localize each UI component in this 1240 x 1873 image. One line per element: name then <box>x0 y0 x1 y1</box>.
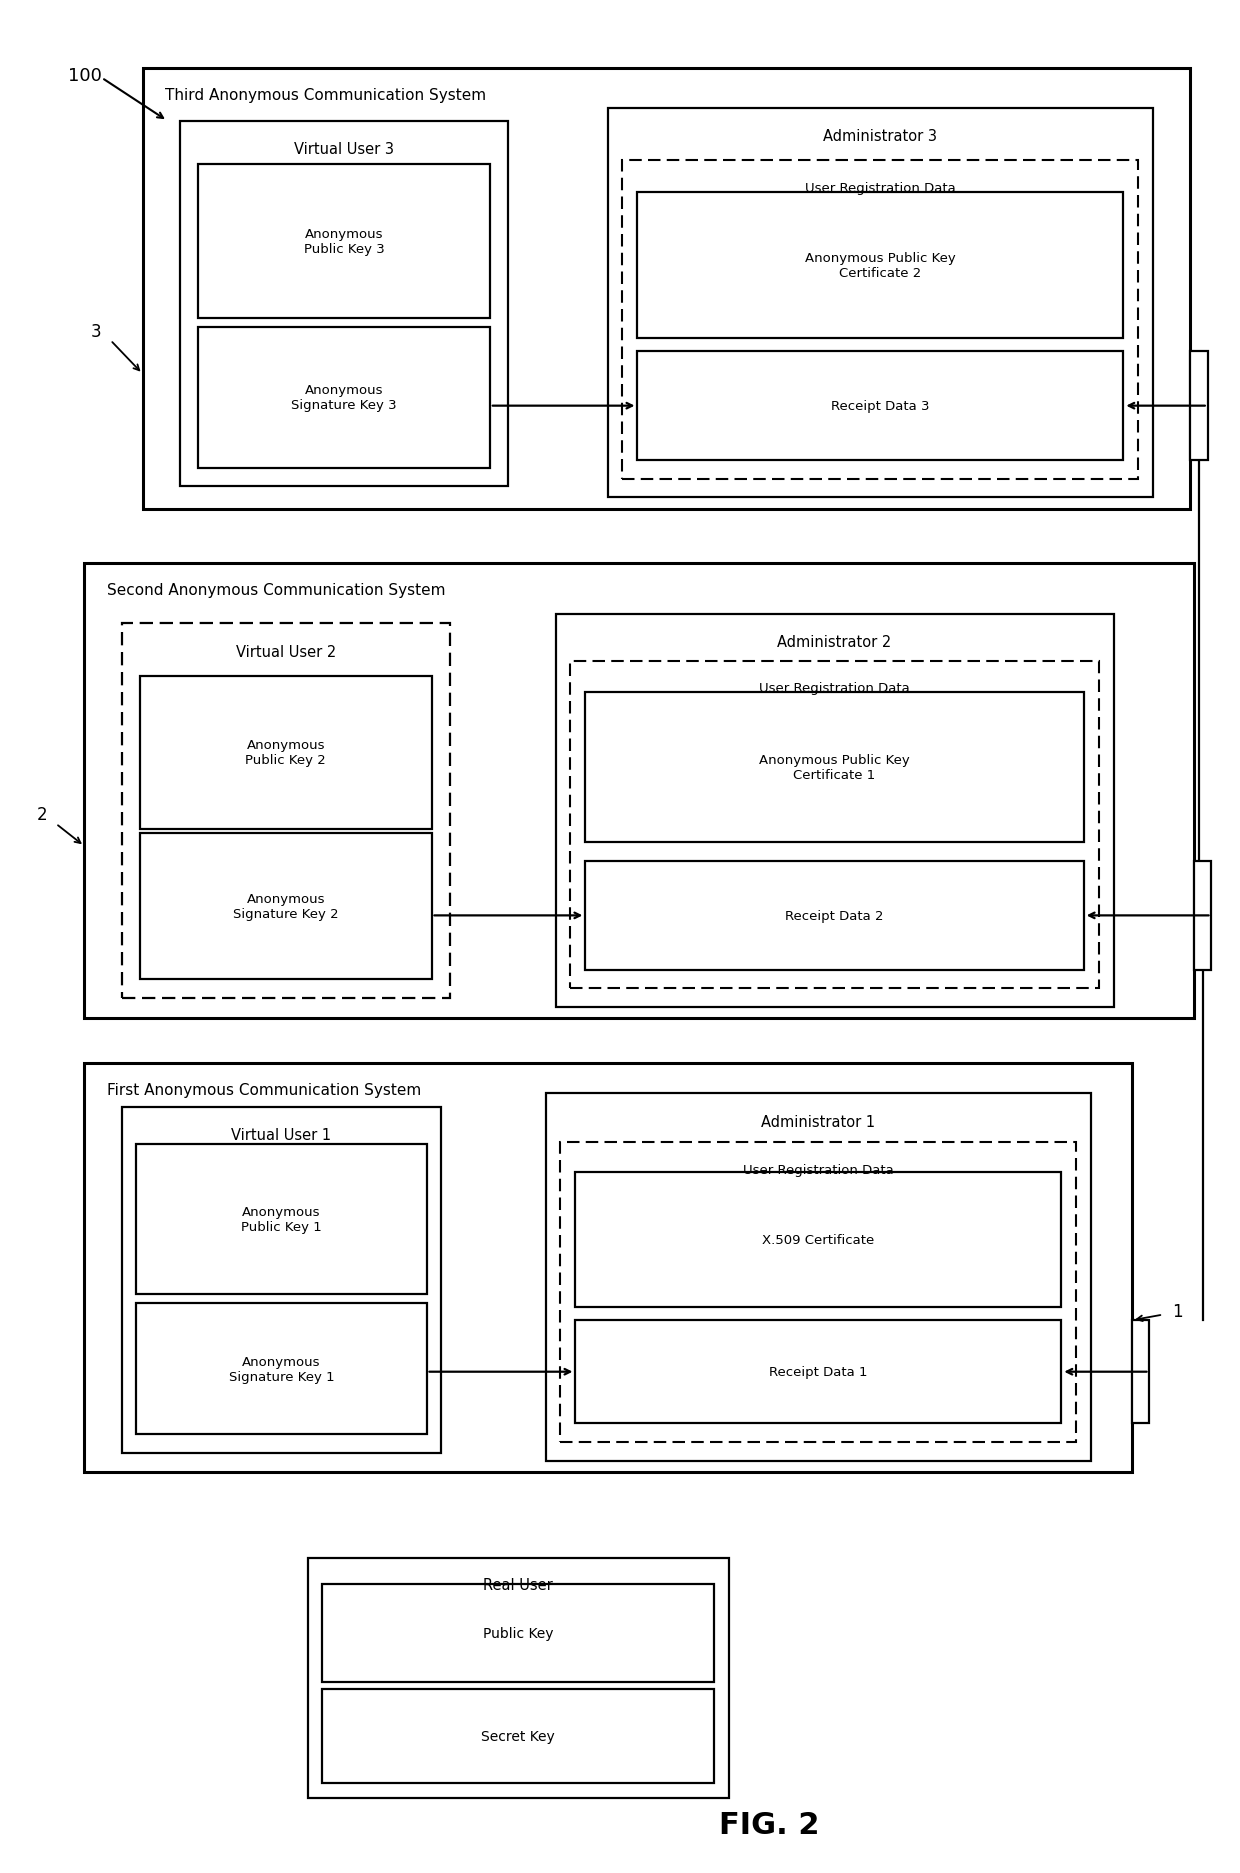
Bar <box>84 1064 1132 1472</box>
Bar <box>84 564 1194 1019</box>
Text: Anonymous
Signature Key 3: Anonymous Signature Key 3 <box>291 384 397 412</box>
Text: First Anonymous Communication System: First Anonymous Communication System <box>107 1083 420 1098</box>
Text: Anonymous
Public Key 3: Anonymous Public Key 3 <box>304 229 384 255</box>
Text: Real User: Real User <box>484 1577 553 1592</box>
Text: Virtual User 3: Virtual User 3 <box>294 142 394 157</box>
Text: 100: 100 <box>68 67 102 86</box>
Bar <box>136 1144 427 1294</box>
Bar <box>575 1320 1061 1423</box>
Bar <box>585 693 1084 843</box>
Bar <box>622 161 1138 479</box>
Bar <box>546 1094 1091 1461</box>
Bar <box>637 193 1123 339</box>
Text: Public Key: Public Key <box>484 1626 553 1641</box>
Bar <box>1194 862 1211 970</box>
Text: User Registration Data: User Registration Data <box>743 1163 894 1176</box>
Bar <box>180 122 508 487</box>
Bar <box>570 661 1099 989</box>
Text: Anonymous
Public Key 1: Anonymous Public Key 1 <box>241 1206 322 1232</box>
Text: Administrator 3: Administrator 3 <box>823 129 937 144</box>
Text: Administrator 2: Administrator 2 <box>777 635 892 650</box>
Text: Receipt Data 1: Receipt Data 1 <box>769 1365 868 1379</box>
Text: X.509 Certificate: X.509 Certificate <box>763 1234 874 1246</box>
Text: FIG. 2: FIG. 2 <box>718 1811 820 1839</box>
Bar <box>1190 352 1208 461</box>
Text: Anonymous
Signature Key 2: Anonymous Signature Key 2 <box>233 893 339 920</box>
Bar <box>143 69 1190 509</box>
Bar <box>198 165 490 318</box>
Text: Anonymous Public Key
Certificate 1: Anonymous Public Key Certificate 1 <box>759 755 910 781</box>
Bar <box>140 676 432 830</box>
Text: Anonymous
Signature Key 1: Anonymous Signature Key 1 <box>228 1356 335 1382</box>
Text: User Registration Data: User Registration Data <box>805 182 956 195</box>
Bar <box>556 614 1114 1008</box>
Text: Virtual User 2: Virtual User 2 <box>236 644 336 659</box>
Bar <box>322 1585 714 1682</box>
Text: Receipt Data 3: Receipt Data 3 <box>831 401 930 412</box>
Text: 2: 2 <box>36 805 47 824</box>
Bar <box>608 109 1153 498</box>
Text: User Registration Data: User Registration Data <box>759 682 910 695</box>
Bar <box>575 1172 1061 1307</box>
Bar <box>585 862 1084 970</box>
Text: Third Anonymous Communication System: Third Anonymous Communication System <box>165 88 486 103</box>
Text: Second Anonymous Communication System: Second Anonymous Communication System <box>107 583 445 597</box>
Bar <box>637 352 1123 461</box>
Text: Virtual User 1: Virtual User 1 <box>232 1128 331 1143</box>
Text: Secret Key: Secret Key <box>481 1729 556 1744</box>
Bar <box>122 1107 441 1453</box>
Text: 3: 3 <box>91 322 102 341</box>
Text: 1: 1 <box>1172 1302 1183 1320</box>
Text: Administrator 1: Administrator 1 <box>761 1114 875 1129</box>
Bar <box>198 328 490 468</box>
Bar <box>140 833 432 980</box>
Text: Receipt Data 2: Receipt Data 2 <box>785 910 884 922</box>
Bar <box>308 1558 729 1798</box>
Bar <box>122 624 450 998</box>
Text: Anonymous Public Key
Certificate 2: Anonymous Public Key Certificate 2 <box>805 253 956 279</box>
Text: Anonymous
Public Key 2: Anonymous Public Key 2 <box>246 740 326 766</box>
Bar <box>136 1304 427 1435</box>
Bar <box>560 1143 1076 1442</box>
Bar <box>1132 1320 1149 1423</box>
Bar <box>322 1689 714 1783</box>
